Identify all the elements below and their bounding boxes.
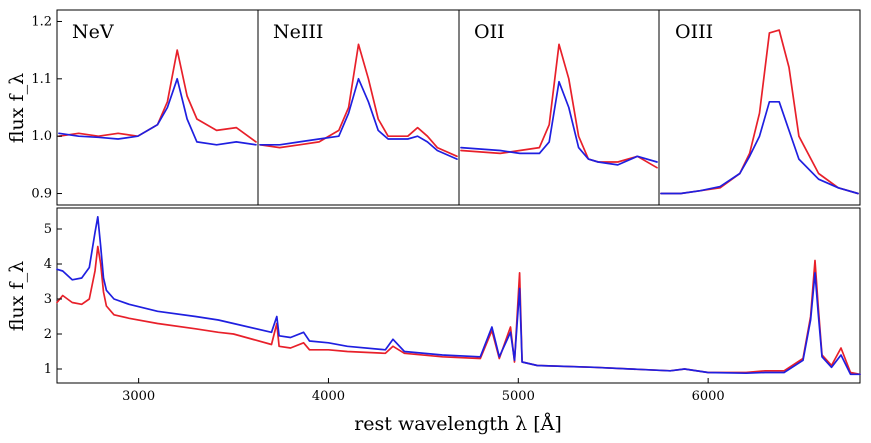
bottom-xtick-label: 6000 xyxy=(692,389,725,404)
bottom-y-axis-label: flux f_λ xyxy=(6,261,28,331)
panel-neiii-plot xyxy=(259,43,458,160)
series-blue-neiii xyxy=(259,77,458,160)
panel-oii: OII xyxy=(458,9,660,206)
bottom-ytick-label: 3 xyxy=(44,292,52,307)
series-red-oiii xyxy=(660,29,859,195)
bottom-ytick-label: 2 xyxy=(44,327,52,342)
top-y-axis: 0.9 1.0 1.1 1.2 xyxy=(31,14,62,202)
bottom-xtick-label: 3000 xyxy=(122,389,155,404)
panel-oiii: OIII xyxy=(658,9,861,206)
top-ytick-label: 1.1 xyxy=(31,72,52,87)
series-red-full xyxy=(56,245,861,376)
series-blue-oiii xyxy=(660,100,859,195)
bottom-axes: 1 2 3 4 5 3000 4000 5000 6000 xyxy=(44,222,725,404)
panel-oiii-frame xyxy=(658,9,861,206)
top-y-axis-label: flux f_λ xyxy=(6,73,28,143)
series-red-nev xyxy=(58,49,257,143)
panel-nev: NeV xyxy=(56,9,259,206)
top-ytick-label: 1.2 xyxy=(31,14,52,29)
top-ytick-label: 0.9 xyxy=(31,187,52,202)
top-ytick-label: 1.0 xyxy=(31,129,52,144)
panel-oiii-title: OIII xyxy=(675,21,713,43)
series-red-neiii xyxy=(259,43,458,158)
bottom-ytick-label: 1 xyxy=(44,362,52,377)
panel-oii-title: OII xyxy=(474,21,505,43)
x-axis-label: rest wavelength λ [Å] xyxy=(354,413,562,435)
bottom-ytick-label: 4 xyxy=(44,257,52,272)
panel-oiii-plot xyxy=(660,29,859,195)
series-blue-nev xyxy=(58,77,257,146)
panel-nev-plot xyxy=(58,49,257,146)
panel-neiii-title: NeIII xyxy=(273,21,323,43)
panel-full-frame xyxy=(56,207,861,384)
bottom-ytick-label: 5 xyxy=(44,222,52,237)
series-blue-full xyxy=(56,215,861,376)
series-red-oii xyxy=(460,43,658,169)
panel-full-spectrum xyxy=(56,207,861,384)
panel-full-plot xyxy=(56,215,861,376)
panel-neiii: NeIII xyxy=(257,9,460,206)
panel-nev-title: NeV xyxy=(72,21,114,43)
panel-oii-plot xyxy=(460,43,658,169)
bottom-xtick-label: 4000 xyxy=(312,389,345,404)
series-blue-oii xyxy=(460,80,658,166)
bottom-xtick-label: 5000 xyxy=(502,389,535,404)
